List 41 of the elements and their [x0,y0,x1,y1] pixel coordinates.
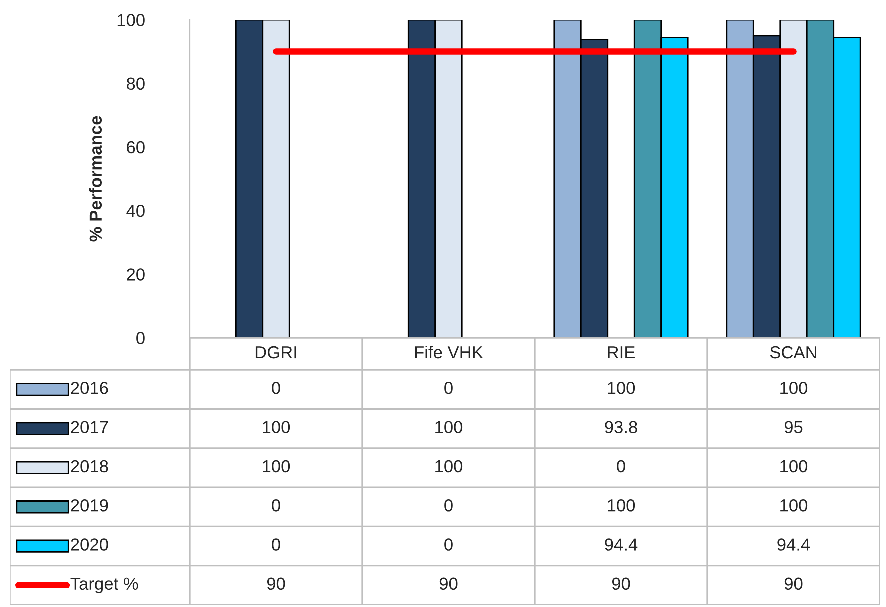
legend-label: 2016 [71,382,108,394]
data-label: 100 [436,421,463,434]
data-label: 0 [272,382,280,394]
y-tick-label: 20 [127,268,145,281]
data-label: 0 [272,499,280,512]
data-label: 94.4 [605,538,638,551]
data-label: 0 [444,499,453,512]
data-label: 100 [263,421,290,434]
data-label: 100 [263,460,290,473]
y-tick-label: 80 [127,78,145,90]
data-label: 100 [608,499,636,512]
data-label: 90 [440,578,458,590]
data-label: 90 [267,578,286,590]
legend-label: 2020 [71,538,108,551]
data-label: 0 [444,382,453,394]
legend-label: 2018 [71,460,108,473]
y-tick-label: 100 [118,14,145,26]
data-label: 0 [272,538,280,551]
data-label: 100 [780,382,808,394]
legend-label: Target % [70,578,138,594]
x-tick-label: RIE [608,346,635,359]
data-label: 100 [608,382,636,394]
data-label: 100 [780,499,808,512]
x-tick-label: DGRI [256,346,296,359]
legend-label: 2019 [71,499,108,512]
x-tick-label: SCAN [770,346,816,359]
data-label: 94.4 [778,538,810,551]
y-tick-label: 60 [127,141,145,154]
data-label: 100 [436,460,463,473]
legend-label: 2017 [71,421,108,434]
data-label: 90 [784,578,803,590]
y-axis-title: % Performance [89,116,102,242]
data-label: 93.8 [605,421,638,434]
y-tick-label: 0 [136,332,145,344]
data-label: 90 [612,578,630,590]
data-label: 95 [784,421,803,434]
data-label: 0 [617,460,626,473]
x-tick-label: Fife VHK [415,346,484,359]
data-label: 0 [444,538,453,551]
data-label: 100 [780,460,808,473]
y-tick-label: 40 [126,204,145,218]
